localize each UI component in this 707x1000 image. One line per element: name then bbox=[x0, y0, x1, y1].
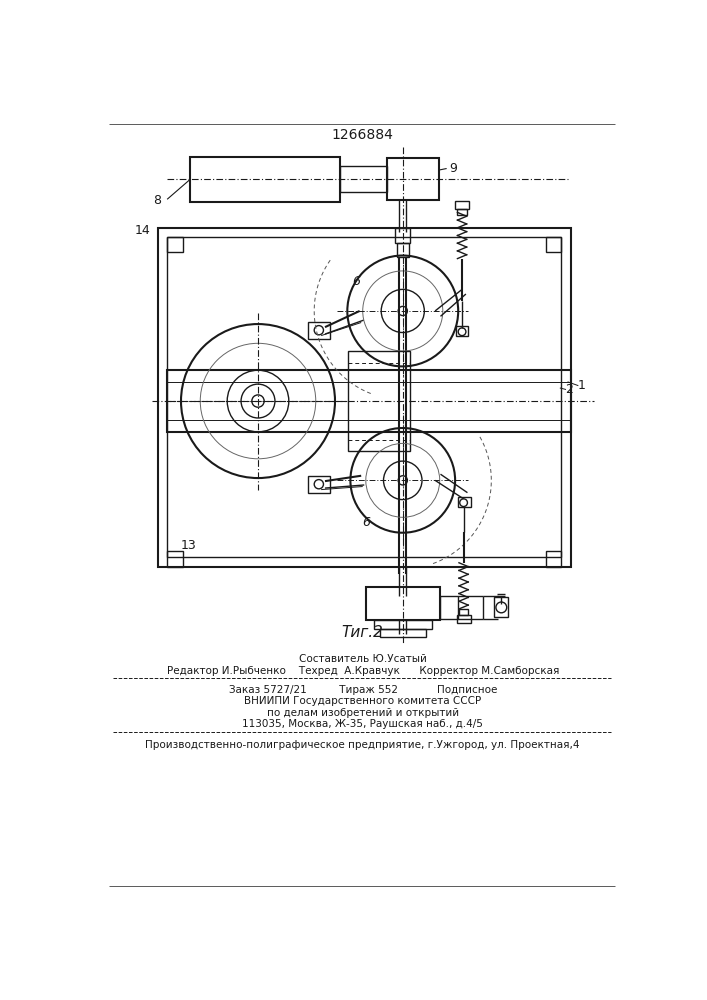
Bar bbox=[457, 615, 471, 623]
Text: 1266884: 1266884 bbox=[332, 128, 394, 142]
Bar bbox=[167, 237, 182, 252]
Text: Заказ 5727/21          Тираж 552            Подписное: Заказ 5727/21 Тираж 552 Подписное bbox=[228, 685, 497, 695]
Text: Τиг.2: Τиг.2 bbox=[341, 625, 384, 640]
Text: 6: 6 bbox=[362, 516, 370, 529]
Text: Редактор И.Рыбченко    Техред  А.Кравчук      Корректор М.Самборская: Редактор И.Рыбченко Техред А.Кравчук Кор… bbox=[167, 666, 559, 676]
Bar bbox=[440, 596, 458, 619]
Bar bbox=[546, 551, 561, 567]
Bar bbox=[340, 166, 387, 192]
Bar bbox=[458, 497, 471, 507]
Text: 13: 13 bbox=[181, 539, 197, 552]
Bar bbox=[308, 476, 329, 493]
Bar bbox=[397, 243, 409, 257]
Bar bbox=[395, 228, 411, 243]
Text: 8: 8 bbox=[153, 194, 161, 207]
Bar bbox=[373, 620, 432, 629]
Bar bbox=[348, 351, 409, 451]
Bar bbox=[546, 237, 561, 252]
Bar bbox=[456, 326, 468, 336]
Bar bbox=[167, 370, 571, 432]
Bar bbox=[455, 201, 469, 209]
Text: Составитель Ю.Усатый: Составитель Ю.Усатый bbox=[299, 654, 426, 664]
Bar bbox=[457, 209, 467, 215]
Bar bbox=[158, 228, 571, 567]
Text: 14: 14 bbox=[134, 224, 150, 237]
Text: Производственно-полиграфическое предприятие, г.Ужгород, ул. Проектная,4: Производственно-полиграфическое предприя… bbox=[146, 740, 580, 750]
Bar bbox=[459, 609, 468, 615]
Text: 2: 2 bbox=[565, 383, 573, 396]
Text: 113035, Москва, Ж-35, Раушская наб., д.4/5: 113035, Москва, Ж-35, Раушская наб., д.4… bbox=[243, 719, 483, 729]
Text: ВНИИПИ Государственного комитета СССР: ВНИИПИ Государственного комитета СССР bbox=[244, 696, 481, 706]
Bar bbox=[167, 237, 561, 557]
Bar bbox=[366, 587, 440, 620]
Text: 9: 9 bbox=[450, 162, 457, 175]
Bar bbox=[387, 158, 439, 200]
Bar bbox=[308, 322, 329, 339]
Text: 6: 6 bbox=[352, 275, 360, 288]
Bar bbox=[167, 551, 182, 567]
Bar bbox=[190, 157, 340, 202]
Bar bbox=[494, 597, 508, 617]
Bar bbox=[380, 629, 426, 637]
Text: по делам изобретений и открытий: по делам изобретений и открытий bbox=[267, 708, 459, 718]
Text: 1: 1 bbox=[578, 379, 585, 392]
